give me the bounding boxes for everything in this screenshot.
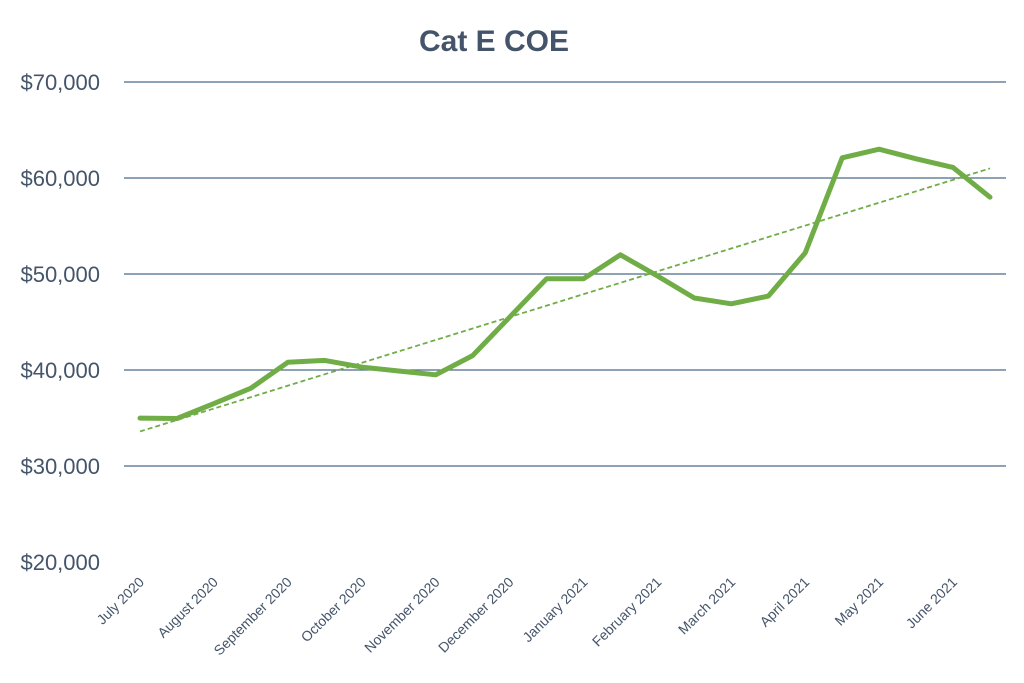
series-line [137, 146, 993, 421]
y-tick-label: $70,000 [20, 70, 100, 95]
y-axis-ticks: $20,000 $30,000 $40,000 $50,000 $60,000 $70,0… [20, 70, 100, 575]
gridlines [124, 81, 1006, 467]
x-tick-label: October 2020 [298, 574, 369, 645]
y-tick-label: $50,000 [20, 262, 100, 287]
x-tick-label: August 2020 [154, 574, 221, 641]
chart-title: Cat E COE [419, 25, 569, 58]
trendline [139, 167, 991, 433]
x-tick-label: January 2021 [519, 574, 590, 645]
series-lines [137, 146, 993, 433]
x-tick-label: December 2020 [435, 574, 517, 656]
x-tick-label: May 2021 [831, 574, 886, 629]
y-tick-label: $30,000 [20, 454, 100, 479]
y-tick-label: $40,000 [20, 358, 100, 383]
x-tick-label: April 2021 [756, 574, 812, 630]
x-tick-label: July 2020 [93, 574, 147, 628]
x-tick-label: March 2021 [675, 574, 739, 638]
y-tick-label: $60,000 [20, 166, 100, 191]
x-tick-label: June 2021 [903, 574, 961, 632]
x-tick-label: November 2020 [361, 574, 443, 656]
x-tick-label: September 2020 [210, 574, 295, 659]
y-tick-label: $20,000 [20, 550, 100, 575]
x-tick-label: February 2021 [589, 574, 665, 650]
